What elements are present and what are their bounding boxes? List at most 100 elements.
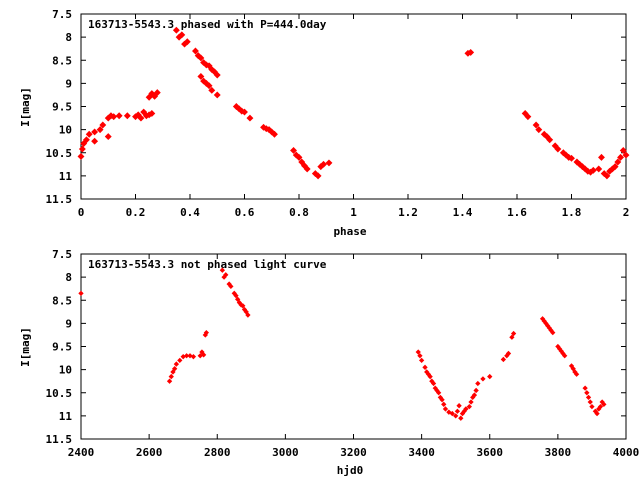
data-point: [524, 113, 532, 121]
y-tick-label: 9: [65, 317, 72, 330]
data-point: [205, 82, 213, 90]
data-point: [295, 153, 303, 161]
x-tick-label: 1: [350, 206, 357, 219]
y-tick-label: 7.5: [52, 8, 72, 21]
data-point: [145, 93, 153, 101]
data-point: [587, 399, 593, 405]
data-point: [546, 136, 554, 144]
data-point: [471, 392, 478, 398]
data-point: [148, 109, 156, 117]
data-point: [442, 406, 449, 412]
data-point: [622, 151, 630, 159]
data-point: [246, 114, 254, 122]
data-point: [594, 410, 600, 417]
data-point: [415, 349, 421, 355]
data-point: [96, 126, 104, 134]
y-tick-label: 10.5: [46, 387, 73, 400]
data-point: [562, 353, 568, 359]
data-point: [614, 158, 622, 166]
data-point: [213, 91, 221, 99]
data-point: [617, 153, 624, 161]
data-point: [213, 71, 221, 79]
chart-title: 163713-5543.3 phased with P=444.0day: [88, 18, 327, 31]
data-point: [235, 296, 241, 302]
x-tick-label: 2600: [136, 446, 163, 459]
data-point: [568, 363, 575, 369]
x-tick-label: 3000: [272, 446, 299, 459]
x-tick-label: 0: [78, 206, 85, 219]
data-point: [197, 54, 205, 62]
data-point: [570, 366, 576, 372]
data-point: [78, 290, 84, 296]
data-point: [290, 146, 297, 154]
data-point: [243, 309, 249, 315]
data-point: [439, 397, 445, 403]
phased-light-curve-panel: 163713-5543.3 phased with P=444.0day pha…: [19, 8, 630, 238]
data-point: [200, 352, 207, 358]
data-point: [589, 166, 597, 174]
data-point: [170, 369, 176, 375]
data-point: [314, 172, 322, 180]
y-tick-label: 9.5: [52, 101, 72, 114]
x-tick-label: 2400: [68, 446, 95, 459]
y-tick-label: 8.5: [52, 54, 72, 67]
data-point: [453, 413, 459, 419]
y-axis-label: I[mag]: [19, 327, 32, 367]
data-point: [449, 410, 455, 417]
data-point: [611, 163, 619, 171]
data-points: [77, 26, 630, 180]
y-tick-label: 10: [59, 364, 72, 377]
data-point: [199, 349, 205, 355]
x-tick-label: 3600: [477, 446, 504, 459]
x-tick-label: 3400: [408, 446, 435, 459]
data-point: [137, 114, 145, 122]
y-tick-label: 8: [65, 31, 72, 44]
data-point: [99, 121, 107, 129]
data-point: [166, 378, 173, 384]
data-point: [568, 154, 575, 162]
data-point: [573, 371, 580, 377]
data-point: [430, 380, 437, 387]
data-point: [535, 126, 543, 134]
data-point: [172, 366, 178, 372]
plot-frame: [80, 13, 627, 200]
data-point: [480, 376, 486, 382]
data-point: [554, 145, 562, 153]
data-point: [168, 373, 174, 380]
y-tick-label: 7.5: [52, 248, 72, 261]
data-point: [91, 137, 99, 145]
x-tick-label: 2: [623, 206, 630, 219]
y-tick-label: 11.5: [46, 433, 73, 446]
data-point: [190, 354, 197, 360]
data-point: [298, 158, 306, 166]
data-point: [598, 153, 605, 161]
data-point: [192, 47, 199, 55]
data-point: [173, 361, 180, 367]
data-point: [458, 415, 464, 421]
data-point: [487, 373, 493, 380]
data-point: [466, 403, 472, 410]
x-axis-label: hjd0: [337, 464, 364, 477]
data-point: [505, 350, 512, 357]
data-point: [233, 292, 239, 299]
data-point: [475, 380, 481, 387]
data-point: [595, 165, 603, 173]
data-point: [601, 401, 607, 407]
x-tick-label: 0.6: [235, 206, 255, 219]
data-point: [500, 356, 507, 363]
data-point: [619, 146, 627, 154]
y-tick-label: 11: [59, 170, 73, 183]
data-point: [208, 86, 216, 94]
data-point: [582, 385, 588, 391]
y-tick-label: 9.5: [52, 341, 72, 354]
data-point: [436, 390, 442, 396]
y-tick-label: 11: [59, 410, 73, 423]
y-tick-label: 8.5: [52, 294, 72, 307]
axis-ticks: 2400 2600 2800 3000 3200 3400 3600 3800 4000 7.5 8…: [46, 248, 640, 459]
data-point: [83, 136, 90, 144]
data-point: [509, 334, 515, 340]
x-tick-label: 3800: [545, 446, 572, 459]
data-point: [178, 31, 186, 39]
x-tick-label: 1.2: [398, 206, 418, 219]
